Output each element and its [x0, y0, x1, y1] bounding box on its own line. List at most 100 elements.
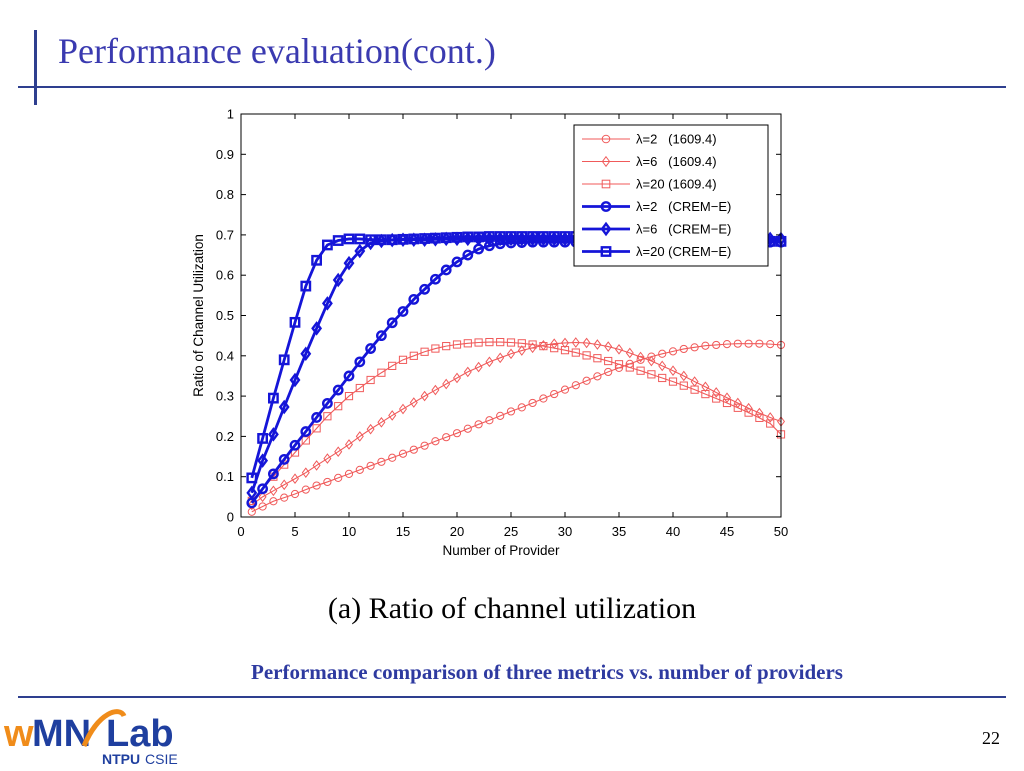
data-point-3-2 [268, 468, 279, 480]
data-point-0-22 [485, 416, 494, 425]
x-tick-label: 25 [504, 524, 518, 539]
data-point-2-35 [625, 363, 634, 372]
data-point-1-29 [561, 337, 569, 349]
y-tick-label: 0.5 [216, 308, 234, 323]
data-point-0-41 [690, 343, 699, 352]
data-point-0-29 [560, 385, 570, 394]
data-point-5-5 [300, 280, 312, 292]
data-point-1-42 [701, 381, 710, 393]
data-point-2-6 [312, 424, 321, 433]
data-point-2-39 [668, 377, 678, 386]
data-point-1-33 [604, 341, 613, 352]
data-point-3-20 [462, 249, 474, 261]
data-point-4-8 [332, 272, 344, 288]
data-point-1-31 [582, 337, 591, 349]
logo-graphic: w MN Lab NTPU CSIE [3, 709, 178, 767]
x-tick-label: 10 [342, 524, 356, 539]
logo-mn: MN [32, 713, 91, 755]
data-point-0-39 [668, 347, 678, 356]
logo-lab: Lab [106, 713, 174, 755]
data-point-0-1 [258, 502, 267, 511]
data-point-2-14 [398, 355, 408, 364]
data-point-4-9 [343, 255, 355, 271]
data-point-1-4 [291, 473, 299, 485]
data-point-5-28 [548, 231, 560, 242]
data-point-2-8 [334, 402, 343, 411]
data-point-2-23 [496, 337, 505, 347]
data-point-0-31 [582, 376, 591, 385]
legend-label-4: λ=6 (CREM−E) [636, 222, 731, 237]
x-tick-label: 40 [666, 524, 680, 539]
data-point-0-43 [712, 340, 721, 350]
data-point-0-28 [550, 389, 559, 399]
y-tick-label: 0 [227, 510, 234, 525]
data-point-2-37 [647, 370, 656, 379]
data-point-0-5 [301, 485, 310, 494]
x-axis-label: Number of Provider [442, 543, 560, 558]
data-point-1-43 [712, 387, 721, 398]
data-point-3-5 [300, 426, 312, 437]
data-point-1-26 [528, 342, 537, 354]
data-point-4-0 [246, 485, 258, 501]
data-point-0-30 [571, 381, 580, 390]
data-point-1-22 [485, 356, 494, 368]
data-point-4-7 [321, 296, 333, 311]
logo-ntpu: NTPU [102, 751, 140, 766]
data-point-0-15 [409, 445, 418, 454]
series-line-0 [251, 343, 782, 513]
data-point-0-12 [377, 457, 386, 466]
data-point-5-27 [538, 231, 549, 242]
data-point-2-33 [604, 356, 613, 366]
data-point-2-18 [442, 342, 451, 351]
data-point-2-24 [506, 338, 516, 347]
y-tick-label: 0.3 [216, 389, 234, 404]
data-point-0-46 [744, 339, 753, 348]
y-tick-label: 0.9 [216, 147, 234, 162]
wmnlab-logo: w MN Lab NTPU CSIE [2, 702, 192, 767]
y-tick-label: 0.2 [216, 429, 234, 444]
y-tick-label: 0.8 [216, 187, 234, 202]
data-point-1-8 [334, 446, 343, 458]
data-point-5-21 [473, 231, 484, 243]
data-point-5-22 [484, 231, 495, 242]
data-point-1-0 [247, 499, 256, 511]
top-divider [18, 86, 1006, 88]
data-point-4-3 [278, 399, 290, 415]
data-point-3-9 [343, 370, 355, 382]
data-point-0-24 [506, 407, 516, 416]
y-tick-label: 0.7 [216, 227, 234, 242]
data-point-5-17 [429, 232, 441, 244]
data-point-1-7 [323, 453, 332, 464]
data-point-2-22 [485, 337, 494, 347]
data-point-2-11 [366, 375, 375, 385]
data-point-1-36 [636, 351, 645, 363]
data-point-2-36 [636, 366, 645, 375]
data-point-0-37 [647, 352, 656, 361]
data-point-5-25 [516, 231, 528, 242]
data-point-5-2 [267, 392, 279, 404]
legend-marker-0 [601, 134, 611, 144]
data-point-0-14 [398, 449, 408, 458]
x-tick-label: 30 [558, 524, 572, 539]
logo-w: w [3, 713, 34, 755]
data-point-3-19 [451, 256, 463, 268]
data-point-1-12 [377, 416, 386, 428]
data-point-2-32 [593, 354, 602, 363]
data-point-2-38 [658, 373, 667, 383]
data-point-2-25 [517, 339, 526, 348]
channel-utilization-chart: 0 5 10 15 20 25 30 35 40 45 50 0 0.1 0.2 0.3 0.4 0.5 0.6 0… [186, 104, 802, 564]
data-point-1-15 [409, 397, 418, 408]
data-point-3-11 [365, 343, 377, 354]
legend-label-5: λ=20 (CREM−E) [636, 244, 731, 259]
data-point-2-7 [323, 412, 332, 421]
legend-label-3: λ=2 (CREM−E) [636, 199, 731, 214]
data-point-4-4 [289, 372, 301, 388]
data-point-0-3 [280, 493, 289, 502]
legend-label-1: λ=6 (1609.4) [636, 154, 717, 169]
data-point-5-13 [386, 234, 398, 246]
data-point-1-16 [420, 390, 429, 402]
data-point-1-5 [301, 467, 310, 479]
data-point-2-45 [733, 403, 742, 412]
data-point-1-44 [723, 392, 731, 404]
logo-swoosh [81, 709, 127, 747]
